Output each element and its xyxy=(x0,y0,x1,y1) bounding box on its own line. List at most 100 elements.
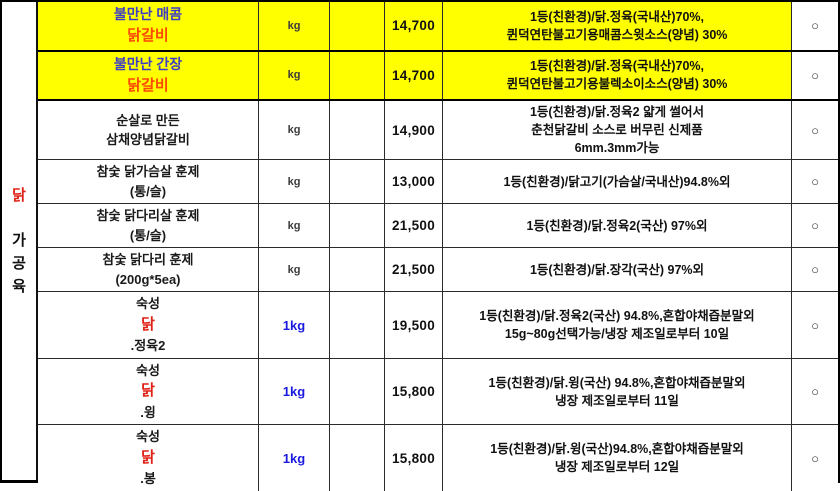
product-name-part: 순살로 만든 xyxy=(116,112,180,128)
availability-cell: ○ xyxy=(792,204,838,248)
product-name-part: 참숯 닭다리살 훈제 xyxy=(96,208,200,224)
description-line: 1등(친환경)/닭.장각(국산) 97%외 xyxy=(529,262,705,277)
price-value: 14,900 xyxy=(391,122,436,138)
description-line: 냉장 제조일로부터 11일 xyxy=(555,393,679,408)
description-cell: 1등(친환경)/닭고기(가슴살/국내산)94.8%외 xyxy=(443,160,792,204)
product-name-cell: 숙성 닭 .윙 xyxy=(38,358,259,425)
product-name-part: 삼채양념닭갈비 xyxy=(106,132,190,148)
price-value: 13,000 xyxy=(391,174,436,190)
product-name-part: 닭 xyxy=(141,382,155,400)
description-line: 1등(친환경)/닭.정육2(국산) 97%외 xyxy=(526,218,708,233)
price-value: 21,500 xyxy=(391,262,436,278)
description-line: 1등(친환경)/닭.윙(국산)94.8%,혼합야채즙분말외 xyxy=(490,442,744,456)
product-name-cell: 숙성 닭 .정육2 xyxy=(38,292,259,358)
price-cell: 21,500 xyxy=(385,248,443,292)
availability-cell: ○ xyxy=(792,425,838,491)
circle-marker: ○ xyxy=(811,67,819,83)
spacer-cell xyxy=(330,425,385,491)
category-main-label: 닭 xyxy=(12,186,26,204)
product-name-line: 순살로 만든 xyxy=(116,111,179,131)
unit-label: kg xyxy=(287,19,301,32)
description-cell: 1등(친환경)/닭.정육2(국산) 97%외 xyxy=(443,204,792,248)
spacer-cell xyxy=(330,101,385,160)
price-value: 15,800 xyxy=(391,450,436,466)
price-value: 21,500 xyxy=(391,218,436,234)
price-cell: 15,800 xyxy=(385,425,443,491)
product-name-part: 닭갈비 xyxy=(127,76,169,94)
product-name-cell: 참숯 닭다리살 훈제 (통/슬) xyxy=(38,204,259,248)
product-name-part: 참숯 닭가슴살 훈제 xyxy=(96,164,200,180)
circle-marker: ○ xyxy=(811,317,819,333)
product-name-part: 닭 xyxy=(141,448,155,466)
unit-label: kg xyxy=(287,219,301,232)
description-cell: 1등(친환경)/닭.정육2 얇게 썰어서 춘천닭갈비 소스로 버무린 신제품 6mm… xyxy=(443,101,792,160)
product-name-cell: 불만난 간장 닭갈비 xyxy=(38,51,259,99)
product-name-line: 불만난 간장 닭갈비 xyxy=(114,54,182,98)
availability-cell: ○ xyxy=(792,292,838,358)
spacer-cell xyxy=(330,204,385,248)
table-row: 숙성 닭 .정육2 1kg 19,500 1등(친환경)/닭.정육2(국산) 94.8%… xyxy=(38,292,838,359)
table-row: 불만난 간장 닭갈비 kg 14,700 1등(친환경)/닭.정육(국내산)70%, 퀸… xyxy=(38,51,838,101)
category-sub-char: 가 xyxy=(12,231,26,249)
spacer-cell xyxy=(330,358,385,425)
price-cell: 14,700 xyxy=(385,2,443,50)
product-name-line: 참숯 닭가슴살 훈제 xyxy=(97,162,200,182)
product-name-part: (200g*5ea) xyxy=(115,271,181,287)
unit-cell: 1kg xyxy=(259,358,330,425)
circle-marker: ○ xyxy=(811,218,819,234)
table-row: 참숯 닭다리살 훈제 (통/슬) kg 21,500 1등(친환경)/닭.정육2(국산)… xyxy=(38,204,838,249)
availability-cell: ○ xyxy=(792,358,838,425)
unit-label: kg xyxy=(287,263,301,276)
product-name-line: 참숯 닭다리살 훈제 xyxy=(97,206,200,226)
price-cell: 19,500 xyxy=(385,292,443,358)
description-line: 퀸덕연탄불고기용불렉소이소스(양념) 30% xyxy=(506,77,728,92)
unit-cell: 1kg xyxy=(259,292,330,358)
spacer-cell xyxy=(330,292,385,358)
circle-marker: ○ xyxy=(811,450,819,466)
unit-cell: 1kg xyxy=(259,425,330,491)
product-name-part: 숙성 xyxy=(136,362,160,378)
unit-cell: kg xyxy=(259,248,330,292)
spacer-cell xyxy=(330,248,385,292)
unit-label: 1kg xyxy=(282,384,306,400)
product-name-part: 참숯 닭다리 훈제 xyxy=(102,252,194,268)
product-name-line: 불만난 매콤 닭갈비 xyxy=(114,4,182,48)
unit-label: kg xyxy=(287,69,301,82)
product-name-cell: 불만난 매콤 닭갈비 xyxy=(38,2,259,50)
spacer-cell xyxy=(330,160,385,204)
description-line: 춘천닭갈비 소스로 버무린 신제품 xyxy=(531,123,703,138)
unit-cell: kg xyxy=(259,51,330,99)
price-value: 14,700 xyxy=(391,67,436,83)
description-line: 1등(친환경)/닭.정육2(국산) 94.8%,혼합야채즙분말외 xyxy=(479,309,755,323)
table-body: 불만난 매콤 닭갈비 kg 14,700 1등(친환경)/닭.정육(국내산)70%, 퀸… xyxy=(38,2,838,491)
unit-label: kg xyxy=(287,175,301,188)
product-name-part: .봉 xyxy=(140,471,156,487)
product-name-part: 불만난 간장 xyxy=(113,55,183,72)
description-cell: 1등(친환경)/닭.정육2(국산) 94.8%,혼합야채즙분말외 15g~80g선… xyxy=(443,292,792,358)
product-name-cell: 참숯 닭다리 훈제 (200g*5ea) xyxy=(38,248,259,292)
unit-cell: kg xyxy=(259,160,330,204)
price-cell: 13,000 xyxy=(385,160,443,204)
description-line: 퀸덕연탄불고기용매콤스윗소스(양념) 30% xyxy=(506,27,728,42)
description-cell: 1등(친환경)/닭.장각(국산) 97%외 xyxy=(443,248,792,292)
description-line: 1등(친환경)/닭고기(가슴살/국내산)94.8%외 xyxy=(503,174,731,189)
product-name-line: (통/슬) xyxy=(130,226,166,246)
description-line: 1등(친환경)/닭.윙(국산) 94.8%,혼합야채즙분말외 xyxy=(488,375,746,390)
product-name-part: 닭 xyxy=(141,315,155,333)
product-name-line: 숙성 닭 .윙 xyxy=(136,361,160,423)
table-row: 순살로 만든 삼채양념닭갈비 kg 14,900 1등(친환경)/닭.정육2 얇게 썰어… xyxy=(38,101,838,161)
product-name-part: .윙 xyxy=(140,404,156,420)
unit-cell: kg xyxy=(259,204,330,248)
product-name-part: 숙성 xyxy=(136,429,160,445)
price-value: 15,800 xyxy=(391,384,436,400)
spacer-cell xyxy=(330,51,385,99)
description-line: 15g~80g선택가능/냉장 제조일로부터 10일 xyxy=(504,327,730,342)
unit-cell: kg xyxy=(259,101,330,160)
unit-label: 1kg xyxy=(282,450,306,466)
table-row: 숙성 닭 .봉 1kg 15,800 1등(친환경)/닭.윙(국산)94.8%,혼합야채… xyxy=(38,425,838,491)
product-name-line: (200g*5ea) xyxy=(115,270,180,290)
